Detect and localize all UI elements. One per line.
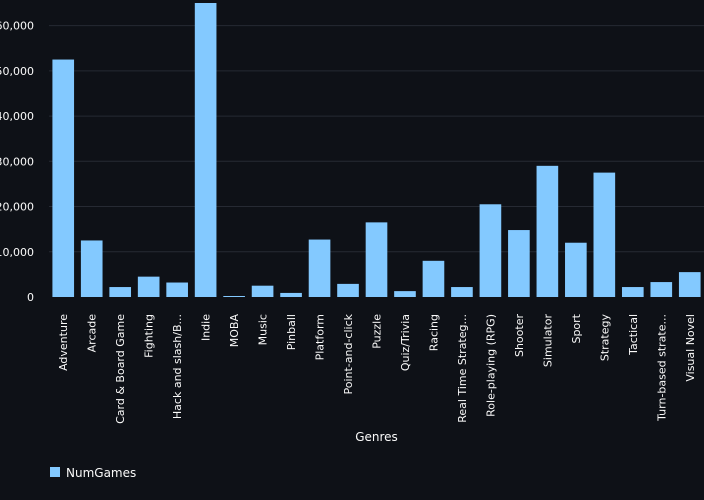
x-tick-label: Turn-based strate... — [655, 314, 668, 422]
bar[interactable] — [479, 204, 502, 297]
x-tick-label: Platform — [314, 314, 327, 360]
x-tick-label: Quiz/Trivia — [399, 314, 412, 371]
y-tick-label: 40,000 — [0, 110, 34, 123]
bar[interactable] — [365, 222, 388, 297]
y-tick-label: 10,000 — [0, 246, 34, 259]
x-tick-label: Role-playing (RPG) — [484, 314, 497, 417]
bars — [52, 3, 701, 298]
x-axis-ticks: Adventure Arcade Card & Board Game Fighting… — [57, 313, 697, 424]
x-tick-label: Pinball — [285, 314, 298, 350]
bar[interactable] — [166, 282, 188, 297]
bar[interactable] — [109, 287, 132, 297]
bar[interactable] — [52, 59, 75, 298]
x-tick-label: Card & Board Game — [114, 314, 127, 424]
x-tick-label: Sport — [570, 313, 583, 343]
y-tick-label: 60,000 — [0, 20, 34, 33]
bar[interactable] — [137, 276, 160, 297]
bar[interactable] — [251, 285, 274, 297]
x-tick-label: Hack and slash/B... — [171, 314, 184, 419]
bar[interactable] — [621, 287, 644, 297]
bar[interactable] — [337, 283, 359, 297]
x-tick-label: Arcade — [86, 314, 99, 353]
bar[interactable] — [223, 296, 245, 297]
x-tick-label: Strategy — [598, 314, 611, 362]
bar[interactable] — [80, 240, 103, 297]
bar[interactable] — [536, 165, 559, 297]
x-tick-label: Simulator — [541, 314, 554, 368]
x-tick-label: Real Time Strateg... — [456, 314, 469, 423]
x-tick-label: Fighting — [143, 314, 156, 358]
x-tick-label: Puzzle — [371, 314, 384, 349]
x-axis-title: Genres — [355, 430, 398, 444]
x-tick-label: Tactical — [627, 314, 640, 356]
bar[interactable] — [194, 3, 217, 297]
x-tick-label: Shooter — [513, 314, 526, 357]
y-tick-label: 0 — [27, 291, 34, 304]
legend[interactable]: NumGames — [50, 466, 136, 480]
bar[interactable] — [308, 239, 331, 297]
bar[interactable] — [451, 287, 473, 297]
bar[interactable] — [678, 272, 701, 297]
x-tick-label: Indie — [200, 314, 213, 341]
bar[interactable] — [508, 230, 530, 297]
bar[interactable] — [650, 282, 673, 297]
bar[interactable] — [280, 292, 302, 297]
bar[interactable] — [394, 291, 416, 297]
x-tick-label: Racing — [427, 314, 440, 351]
bar[interactable] — [593, 172, 616, 297]
x-tick-label: Point-and-click — [342, 313, 355, 394]
legend-swatch[interactable] — [50, 467, 60, 477]
bar[interactable] — [565, 242, 587, 297]
y-axis-ticks: 0 10,000 20,000 30,000 40,000 50,000 60,000 — [0, 20, 34, 304]
x-tick-label: Adventure — [57, 314, 70, 371]
y-tick-label: 20,000 — [0, 201, 34, 214]
legend-label[interactable]: NumGames — [66, 466, 136, 480]
x-tick-label: MOBA — [228, 314, 241, 348]
y-tick-label: 30,000 — [0, 155, 34, 168]
y-tick-label: 50,000 — [0, 65, 34, 78]
x-tick-label: Visual Novel — [684, 314, 697, 382]
bar[interactable] — [422, 260, 445, 297]
x-tick-label: Music — [257, 314, 270, 345]
